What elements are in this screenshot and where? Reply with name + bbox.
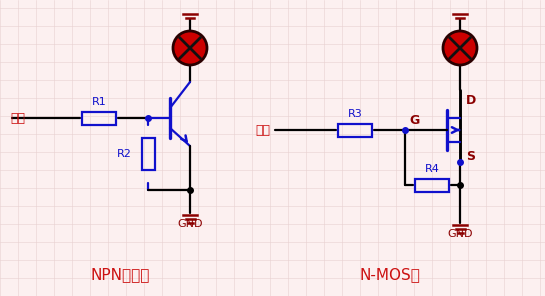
Text: R1: R1 bbox=[92, 97, 106, 107]
Bar bbox=[415, 178, 449, 192]
Text: 輸入: 輸入 bbox=[255, 123, 270, 136]
Bar bbox=[82, 112, 116, 125]
Bar bbox=[338, 123, 372, 136]
Bar bbox=[142, 138, 154, 170]
Text: G: G bbox=[409, 113, 419, 126]
Text: GND: GND bbox=[447, 229, 473, 239]
Text: D: D bbox=[466, 94, 476, 107]
Ellipse shape bbox=[443, 31, 477, 65]
Text: NPN三極管: NPN三極管 bbox=[90, 268, 150, 282]
Text: R2: R2 bbox=[117, 149, 132, 159]
Ellipse shape bbox=[173, 31, 207, 65]
Text: R4: R4 bbox=[425, 164, 439, 174]
Text: R3: R3 bbox=[348, 109, 362, 119]
Text: S: S bbox=[466, 150, 475, 163]
Text: 輸入: 輸入 bbox=[10, 112, 25, 125]
Text: GND: GND bbox=[177, 219, 203, 229]
Text: VCC: VCC bbox=[446, 0, 474, 2]
Text: VCC: VCC bbox=[176, 0, 204, 2]
Text: N-MOS管: N-MOS管 bbox=[360, 268, 420, 282]
